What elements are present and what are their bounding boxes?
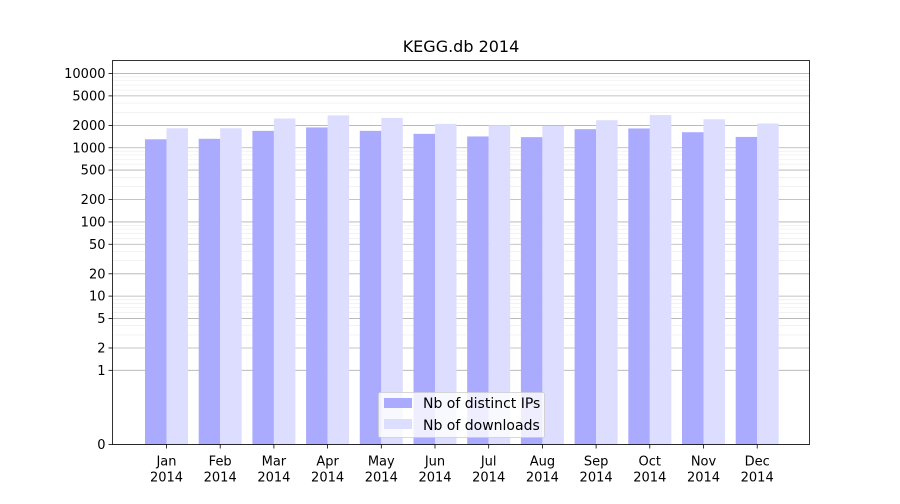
y-tick-label: 10000 (64, 67, 105, 82)
y-tick-label: 2000 (72, 119, 105, 134)
y-tick-label: 1000 (72, 141, 105, 156)
y-tick-label: 5 (97, 312, 105, 327)
plot-frame (112, 60, 810, 445)
legend-label-distinct-ips: Nb of distinct IPs (423, 396, 540, 412)
legend: Nb of distinct IPs Nb of downloads (378, 392, 545, 438)
bar-downloads (381, 117, 403, 445)
x-tick-label: Jul 2014 (472, 455, 505, 486)
bar-downloads (542, 125, 564, 445)
y-tick-label: 100 (81, 215, 106, 230)
bar-distinct-ips (413, 133, 435, 445)
x-tick-label: Oct 2014 (633, 455, 666, 486)
x-tick-label: May 2014 (365, 455, 398, 486)
y-tick-label: 500 (81, 164, 106, 179)
bar-distinct-ips (520, 137, 543, 445)
x-tick-label: Jun 2014 (418, 455, 451, 486)
x-tick-label: Sep 2014 (580, 455, 613, 486)
bar-downloads (757, 123, 779, 445)
bar-distinct-ips (735, 136, 758, 445)
bar-distinct-ips (198, 138, 221, 445)
y-tick-label: 50 (89, 238, 106, 253)
bar-downloads (596, 120, 618, 445)
bar-distinct-ips (145, 139, 167, 445)
y-tick-label: 0 (97, 438, 105, 453)
y-axis: 0 1 2 5 10 20 50 100 200 500 1000 2000 5000 10000 (64, 67, 113, 453)
y-tick-label: 200 (81, 193, 106, 208)
y-tick-label: 20 (89, 267, 106, 282)
x-tick-label: Aug 2014 (526, 455, 559, 486)
bar-distinct-ips (682, 132, 704, 445)
y-tick-label: 5000 (72, 89, 105, 104)
bar-downloads (488, 125, 511, 445)
bar-distinct-ips (252, 130, 274, 445)
legend-swatch-distinct-ips (384, 398, 412, 408)
bar-distinct-ips (467, 136, 489, 445)
bar-downloads (327, 115, 350, 445)
x-tick-label: Mar 2014 (257, 455, 290, 486)
x-tick-label: Nov 2014 (687, 455, 720, 486)
y-tick-label: 1 (97, 364, 105, 379)
bar-downloads (220, 128, 242, 445)
x-tick-label: Apr 2014 (311, 455, 344, 486)
legend-frame (378, 392, 545, 438)
bar-distinct-ips (574, 129, 597, 445)
bar-downloads (273, 118, 296, 445)
bar-downloads (649, 115, 672, 445)
bar-downloads (703, 119, 725, 445)
legend-swatch-downloads (384, 419, 412, 429)
y-tick-label: 2 (97, 341, 105, 356)
y-tick-label: 10 (89, 290, 106, 305)
chart-title: KEGG.db 2014 (403, 37, 520, 56)
bar-distinct-ips (628, 128, 650, 445)
x-axis: Jan 2014 Feb 2014 Mar 2014 Apr 2014 May 2014 Jun 20… (150, 444, 774, 486)
bar-downloads (166, 128, 188, 445)
bar-distinct-ips (306, 127, 328, 445)
bar-downloads (435, 123, 457, 445)
bar-distinct-ips (359, 130, 382, 445)
x-tick-label: Jan 2014 (150, 455, 183, 486)
bar-series (145, 115, 779, 445)
x-tick-label: Feb 2014 (204, 455, 237, 486)
legend-label-downloads: Nb of downloads (423, 418, 540, 434)
x-tick-label: Dec 2014 (741, 455, 774, 486)
